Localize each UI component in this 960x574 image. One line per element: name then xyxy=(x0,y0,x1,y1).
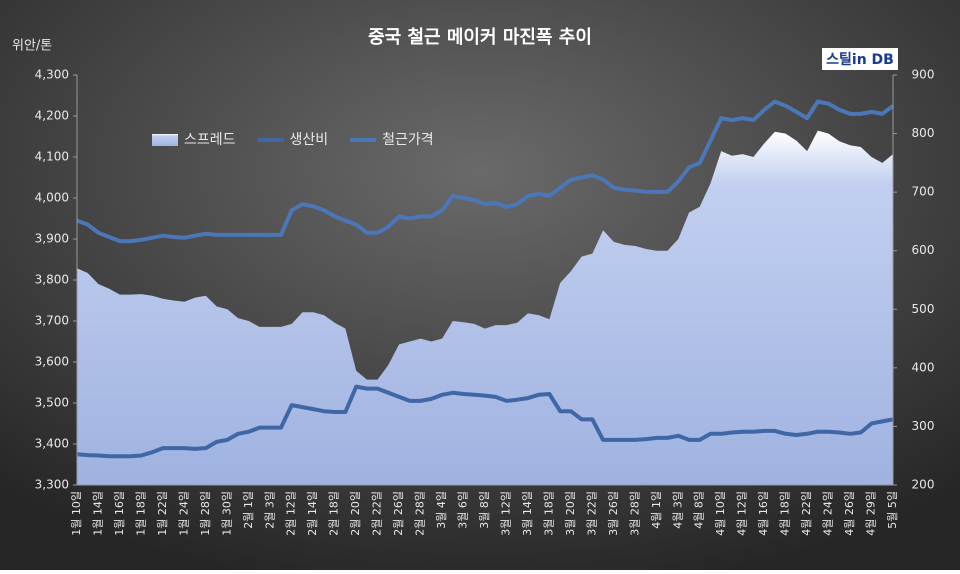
legend-swatch xyxy=(152,134,178,146)
x-tick-label: 4월 18일 xyxy=(778,491,792,536)
x-tick-label: 4월 10일 xyxy=(713,491,727,536)
legend-label: 스프레드 xyxy=(184,132,236,148)
x-tick-label: 2월 12일 xyxy=(284,491,298,536)
chart-title: 중국 철근 메이커 마진폭 추이 xyxy=(368,27,592,48)
x-tick-label: 4월 12일 xyxy=(735,491,749,536)
x-tick-label: 4월 1일 xyxy=(649,491,663,529)
y2-tick-label: 800 xyxy=(912,126,935,140)
y2-tick-label: 500 xyxy=(912,302,935,316)
legend-label: 철근가격 xyxy=(382,132,434,148)
x-tick-label: 3월 8일 xyxy=(477,491,491,529)
x-tick-label: 2월 18일 xyxy=(327,491,341,536)
x-tick-label: 1월 28일 xyxy=(198,491,212,536)
x-tick-label: 2월 3일 xyxy=(262,491,276,529)
x-tick-label: 4월 29일 xyxy=(864,491,878,536)
x-tick-label: 3월 26일 xyxy=(606,491,620,536)
y2-tick-label: 700 xyxy=(912,185,935,199)
logo-box xyxy=(822,48,898,70)
x-tick-label: 1월 10일 xyxy=(69,491,83,536)
logo: 스틸in DB xyxy=(826,52,894,68)
x-tick-label: 1월 16일 xyxy=(112,491,126,536)
x-tick-label: 1월 24일 xyxy=(176,491,190,536)
line xyxy=(76,384,894,459)
y-tick-label: 3,500 xyxy=(35,396,69,410)
x-tick-label: 3월 18일 xyxy=(541,491,555,536)
y-tick-label: 3,600 xyxy=(35,355,69,369)
y-tick-label: 4,100 xyxy=(35,150,69,164)
plot: 3,300 3,400 3,500 3,600 3,700 3,800 3,900 4,000… xyxy=(35,68,935,536)
x-tick-label: 4월 22일 xyxy=(799,491,813,536)
y2-tick-label: 200 xyxy=(912,478,935,492)
line xyxy=(76,99,895,244)
x-tick-label: 2월 20일 xyxy=(348,491,362,536)
area xyxy=(77,130,893,485)
y-tick-label: 3,800 xyxy=(35,273,69,287)
y-tick-label: 4,300 xyxy=(35,68,69,82)
x-tick-label: 3월 6일 xyxy=(456,491,470,529)
y-axis-label: 위안/톤 xyxy=(12,39,52,54)
y2-tick-label: 400 xyxy=(912,360,935,374)
x-tick-label: 4월 16일 xyxy=(756,491,770,536)
x-tick-label: 2월 1일 xyxy=(241,491,255,529)
x-tick-label: 2월 22일 xyxy=(370,491,384,536)
x-tick-label: 3월 12일 xyxy=(498,491,512,536)
y-tick-label: 3,900 xyxy=(35,232,69,246)
x-tick-label: 4월 8일 xyxy=(692,491,706,529)
x-tick-label: 2월 28일 xyxy=(413,491,427,536)
x-tick-label: 3월 14일 xyxy=(520,491,534,536)
x-tick-label: 1월 18일 xyxy=(133,491,147,536)
x-tick-label: 3월 22일 xyxy=(584,491,598,536)
legend-label: 생산비 xyxy=(290,132,329,148)
x-tick-label: 3월 28일 xyxy=(627,491,641,536)
x-tick-label: 4월 3일 xyxy=(670,491,684,529)
x-tick-label: 1월 30일 xyxy=(219,491,233,536)
y-tick-label: 4,000 xyxy=(35,191,69,205)
x-tick-label: 1월 14일 xyxy=(90,491,104,536)
x-tick-label: 2월 26일 xyxy=(391,491,405,536)
x-tick-label: 1월 22일 xyxy=(155,491,169,536)
y2-tick-label: 600 xyxy=(912,243,935,257)
y2-tick-label: 300 xyxy=(912,419,935,433)
y-tick-label: 3,300 xyxy=(35,478,69,492)
y-tick-label: 4,200 xyxy=(35,109,69,123)
y-tick-label: 3,400 xyxy=(35,437,69,451)
y2-tick-label: 900 xyxy=(912,68,935,82)
x-tick-label: 4월 24일 xyxy=(821,491,835,536)
x-tick-label: 5월 5일 xyxy=(885,491,899,529)
x-tick-label: 4월 26일 xyxy=(842,491,856,536)
y-tick-label: 3,700 xyxy=(35,314,69,328)
x-tick-label: 3월 4일 xyxy=(434,491,448,529)
x-tick-label: 3월 20일 xyxy=(563,491,577,536)
x-tick-label: 2월 14일 xyxy=(305,491,319,536)
